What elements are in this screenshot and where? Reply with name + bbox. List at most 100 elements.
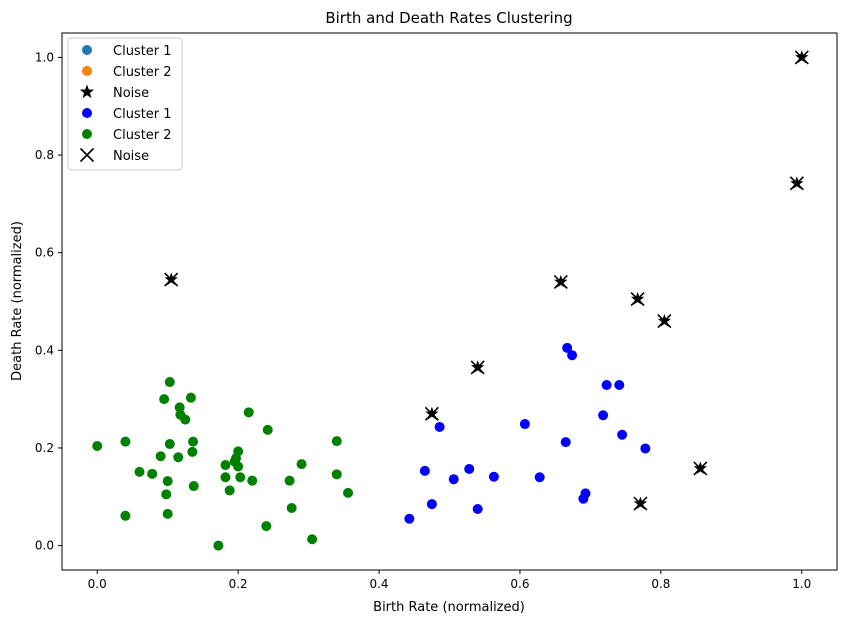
data-point	[180, 414, 191, 425]
x-marker	[794, 50, 809, 65]
noise-point	[657, 313, 672, 329]
noise-point	[693, 461, 708, 476]
data-point	[640, 443, 651, 454]
data-point	[419, 465, 430, 476]
data-point	[233, 446, 244, 457]
y-tick-label: 0.2	[35, 441, 54, 455]
data-point	[147, 468, 158, 479]
y-axis: 0.0 0.2 0.4 0.6 0.8 1.0	[35, 50, 62, 553]
data-point	[343, 487, 354, 498]
x-marker	[164, 272, 179, 287]
data-point	[188, 436, 199, 447]
data-point	[464, 463, 475, 474]
data-point	[120, 510, 131, 521]
data-point	[247, 475, 258, 486]
data-point	[164, 439, 175, 450]
legend-marker	[82, 108, 92, 118]
y-axis-label: Death Rate (normalized)	[10, 221, 25, 381]
series-noise	[164, 50, 809, 511]
noise-point	[164, 272, 179, 287]
x-marker	[789, 176, 804, 191]
data-point	[220, 472, 231, 483]
data-point	[262, 424, 273, 435]
noise-point	[794, 50, 809, 65]
legend-marker	[79, 84, 95, 99]
x-marker	[693, 461, 708, 476]
data-point	[472, 503, 483, 514]
noise-point	[424, 406, 439, 421]
legend-box	[67, 37, 183, 171]
x-axis-label: Birth Rate (normalized)	[373, 600, 525, 615]
data-point	[243, 407, 254, 418]
x-tick-label: 0.6	[510, 577, 529, 591]
data-point	[296, 459, 307, 470]
data-point	[426, 499, 437, 510]
data-point	[155, 451, 166, 462]
series-cluster-1	[404, 342, 651, 524]
x-marker	[470, 360, 485, 375]
data-point	[213, 540, 224, 551]
data-point	[331, 436, 342, 447]
data-point	[286, 503, 297, 514]
data-point	[448, 474, 459, 485]
x-marker	[424, 406, 439, 421]
data-point	[187, 446, 198, 457]
x-axis: 0.0 0.2 0.4 0.6 0.8 1.0	[88, 570, 811, 591]
data-point	[567, 350, 578, 361]
legend-marker	[79, 147, 95, 163]
y-tick-label: 0.8	[35, 148, 54, 162]
data-point	[233, 461, 244, 472]
data-point	[235, 472, 246, 483]
legend-label: Cluster 1	[113, 107, 172, 122]
x-tick-label: 0.4	[369, 577, 388, 591]
noise-point	[553, 274, 568, 290]
data-point	[519, 419, 530, 430]
x-tick-label: 1.0	[792, 577, 811, 591]
x-tick-label: 0.8	[651, 577, 670, 591]
data-point	[188, 481, 199, 492]
data-point	[614, 379, 625, 390]
legend-label: Noise	[113, 86, 149, 101]
legend-label: Cluster 2	[113, 65, 172, 80]
data-point	[601, 379, 612, 390]
x-marker	[633, 496, 648, 511]
data-point	[404, 513, 415, 524]
x-marker	[657, 313, 672, 329]
chart-title: Birth and Death Rates Clustering	[325, 9, 572, 27]
data-point	[161, 489, 172, 500]
y-tick-label: 0.0	[35, 539, 54, 553]
data-point	[560, 437, 571, 448]
legend-label: Noise	[113, 149, 149, 164]
data-point	[220, 460, 231, 471]
noise-point	[630, 291, 645, 307]
data-point	[159, 394, 170, 405]
data-point	[562, 342, 573, 353]
x-marker	[630, 291, 645, 307]
data-point	[580, 488, 591, 499]
noise-point	[470, 360, 485, 375]
x-marker	[553, 274, 568, 290]
data-point	[185, 392, 196, 403]
data-point	[162, 508, 173, 519]
data-point	[134, 466, 145, 477]
data-point	[164, 377, 175, 388]
noise-point	[633, 496, 648, 511]
data-point	[284, 475, 295, 486]
noise-point	[789, 176, 804, 191]
legend-marker	[82, 66, 92, 76]
data-point	[261, 521, 272, 532]
legend-label: Cluster 1	[113, 44, 172, 59]
data-point	[598, 410, 609, 421]
data-point	[120, 436, 131, 447]
data-point	[224, 485, 235, 496]
data-point	[174, 402, 185, 413]
y-tick-label: 0.4	[35, 343, 54, 357]
x-tick-label: 0.2	[229, 577, 248, 591]
data-point	[92, 441, 103, 452]
series-cluster-2	[92, 377, 354, 551]
plot-area	[61, 32, 838, 571]
axes-frame	[61, 32, 838, 571]
y-tick-label: 0.6	[35, 246, 54, 260]
data-point	[434, 421, 445, 432]
